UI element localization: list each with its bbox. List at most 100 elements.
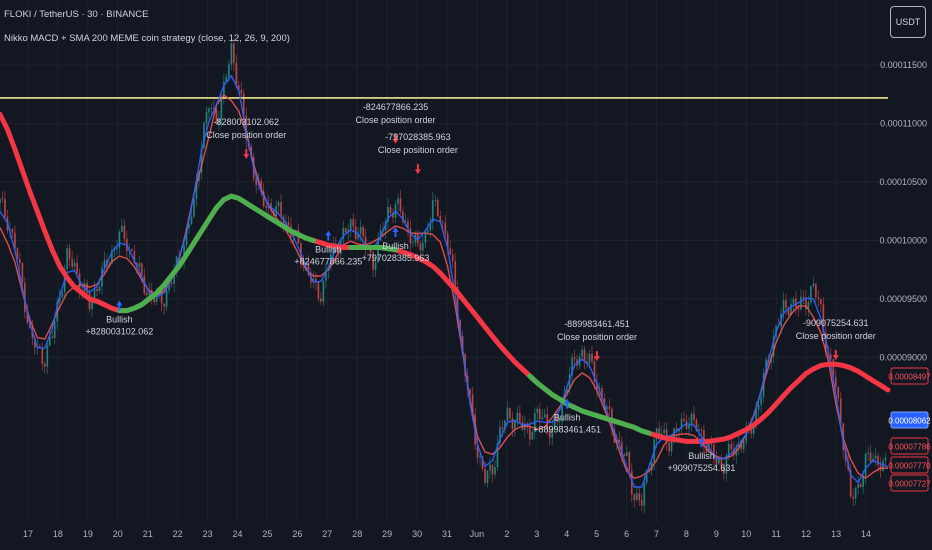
candle-body — [456, 286, 459, 321]
candle-body — [431, 200, 434, 223]
price-label-text: 0.00007786 — [888, 443, 931, 452]
candle-body — [566, 389, 569, 394]
candle-body — [217, 119, 220, 125]
candle-body — [513, 420, 516, 429]
candle-body — [133, 250, 136, 263]
candle-body — [344, 228, 347, 233]
entry-arrow-icon — [392, 226, 399, 237]
candle-body — [705, 446, 708, 453]
candle-body — [683, 418, 685, 421]
time-axis-label: 31 — [442, 529, 452, 539]
candle-body — [732, 449, 735, 456]
candle-body — [41, 348, 44, 364]
candle-body — [0, 198, 1, 204]
candle-body — [33, 337, 36, 348]
candle-body — [504, 420, 506, 429]
candle-body — [518, 412, 521, 423]
candle-body — [541, 417, 544, 420]
candle-body — [546, 414, 549, 429]
price-label-box — [890, 411, 929, 429]
candle-body — [548, 428, 551, 438]
price-label-box — [890, 367, 929, 385]
candle-body — [222, 81, 225, 97]
price-axis-label: 0.00010000 — [879, 235, 927, 245]
candle-body — [558, 419, 561, 422]
price-axis-label: 0.00011500 — [880, 60, 927, 70]
candle-body — [190, 216, 193, 225]
candle-body — [586, 361, 588, 364]
entry-arrow-icon — [564, 398, 571, 409]
candle-body — [429, 222, 432, 231]
time-axis-label: 30 — [412, 529, 422, 539]
candle-body — [51, 336, 54, 338]
sma-bull-segment — [527, 373, 652, 436]
trade-entry: Bullish +889983461.451 — [533, 398, 601, 435]
trade-label: Close position order — [355, 115, 435, 125]
candle-body — [742, 441, 745, 450]
candle-body — [61, 292, 64, 298]
candle-body — [412, 242, 414, 244]
candle-body — [140, 263, 143, 276]
candle-body — [867, 452, 870, 454]
price-level-label: 0.00007770 — [888, 456, 931, 474]
candle-body — [703, 430, 705, 447]
currency-button[interactable]: USDT — [890, 6, 926, 38]
candle-body — [165, 290, 168, 307]
candle-body — [364, 236, 367, 249]
time-axis[interactable]: 17 18 19 20 21 22 23 24 25 26 27 28 29 30 31 Jun 2 3 4 5 6 7 8… — [23, 529, 871, 539]
candle-body — [220, 96, 223, 120]
candle-body — [439, 216, 442, 223]
candle-body — [168, 282, 171, 291]
candle-body — [857, 484, 860, 489]
candle-body — [484, 468, 486, 483]
time-axis-label: 28 — [352, 529, 362, 539]
time-axis-label: 7 — [654, 529, 659, 539]
candle-body — [18, 258, 21, 264]
candle-body — [118, 231, 121, 248]
trade-entry: Bullish +824677866.235 — [294, 230, 362, 266]
trade-amount: +828003102.062 — [85, 327, 153, 337]
candle-body — [658, 428, 661, 437]
candle-body — [700, 429, 703, 431]
candle-body — [633, 494, 636, 501]
candle-body — [693, 413, 695, 420]
candle-body — [805, 298, 807, 309]
candle-body — [675, 428, 678, 432]
candle-body — [424, 232, 427, 243]
candle-body — [160, 290, 163, 304]
candle-body — [874, 455, 877, 459]
candle-body — [722, 466, 725, 474]
trade-amount: -889983461.451 — [564, 319, 630, 329]
time-axis-label: 10 — [741, 529, 751, 539]
candle-body — [516, 412, 519, 421]
price-axis[interactable]: 0.00011500 0.00011000 0.00010500 0.00010000… — [879, 60, 927, 362]
candle-body — [787, 307, 790, 316]
candle-body — [404, 221, 407, 223]
candle-body — [322, 280, 325, 302]
candle-body — [877, 455, 879, 466]
candle-body — [280, 202, 282, 217]
price-axis-label: 0.00010500 — [879, 177, 927, 187]
candle-body — [14, 232, 16, 249]
candle-body — [324, 270, 327, 281]
candle-body — [772, 336, 775, 357]
candle-body — [765, 359, 768, 374]
candle-body — [205, 112, 208, 124]
candle-body — [615, 439, 618, 443]
trade-label: Bullish — [315, 244, 342, 254]
candle-body — [195, 180, 198, 199]
time-axis-label: 29 — [382, 529, 392, 539]
candle-body — [232, 43, 235, 64]
candle-body — [486, 470, 489, 483]
trade-entry: Bullish +909075254.631 — [668, 437, 736, 473]
trade-exit: -889983461.451 Close position order — [557, 319, 637, 362]
time-axis-label: 17 — [23, 529, 33, 539]
time-axis-label: 14 — [861, 529, 871, 539]
candle-body — [551, 429, 554, 438]
candle-body — [638, 493, 641, 501]
trade-amount: +909075254.631 — [668, 463, 736, 473]
candle-body — [377, 240, 379, 263]
price-label-text: 0.00008497 — [888, 373, 931, 382]
price-label-text: 0.00008062 — [888, 417, 931, 426]
